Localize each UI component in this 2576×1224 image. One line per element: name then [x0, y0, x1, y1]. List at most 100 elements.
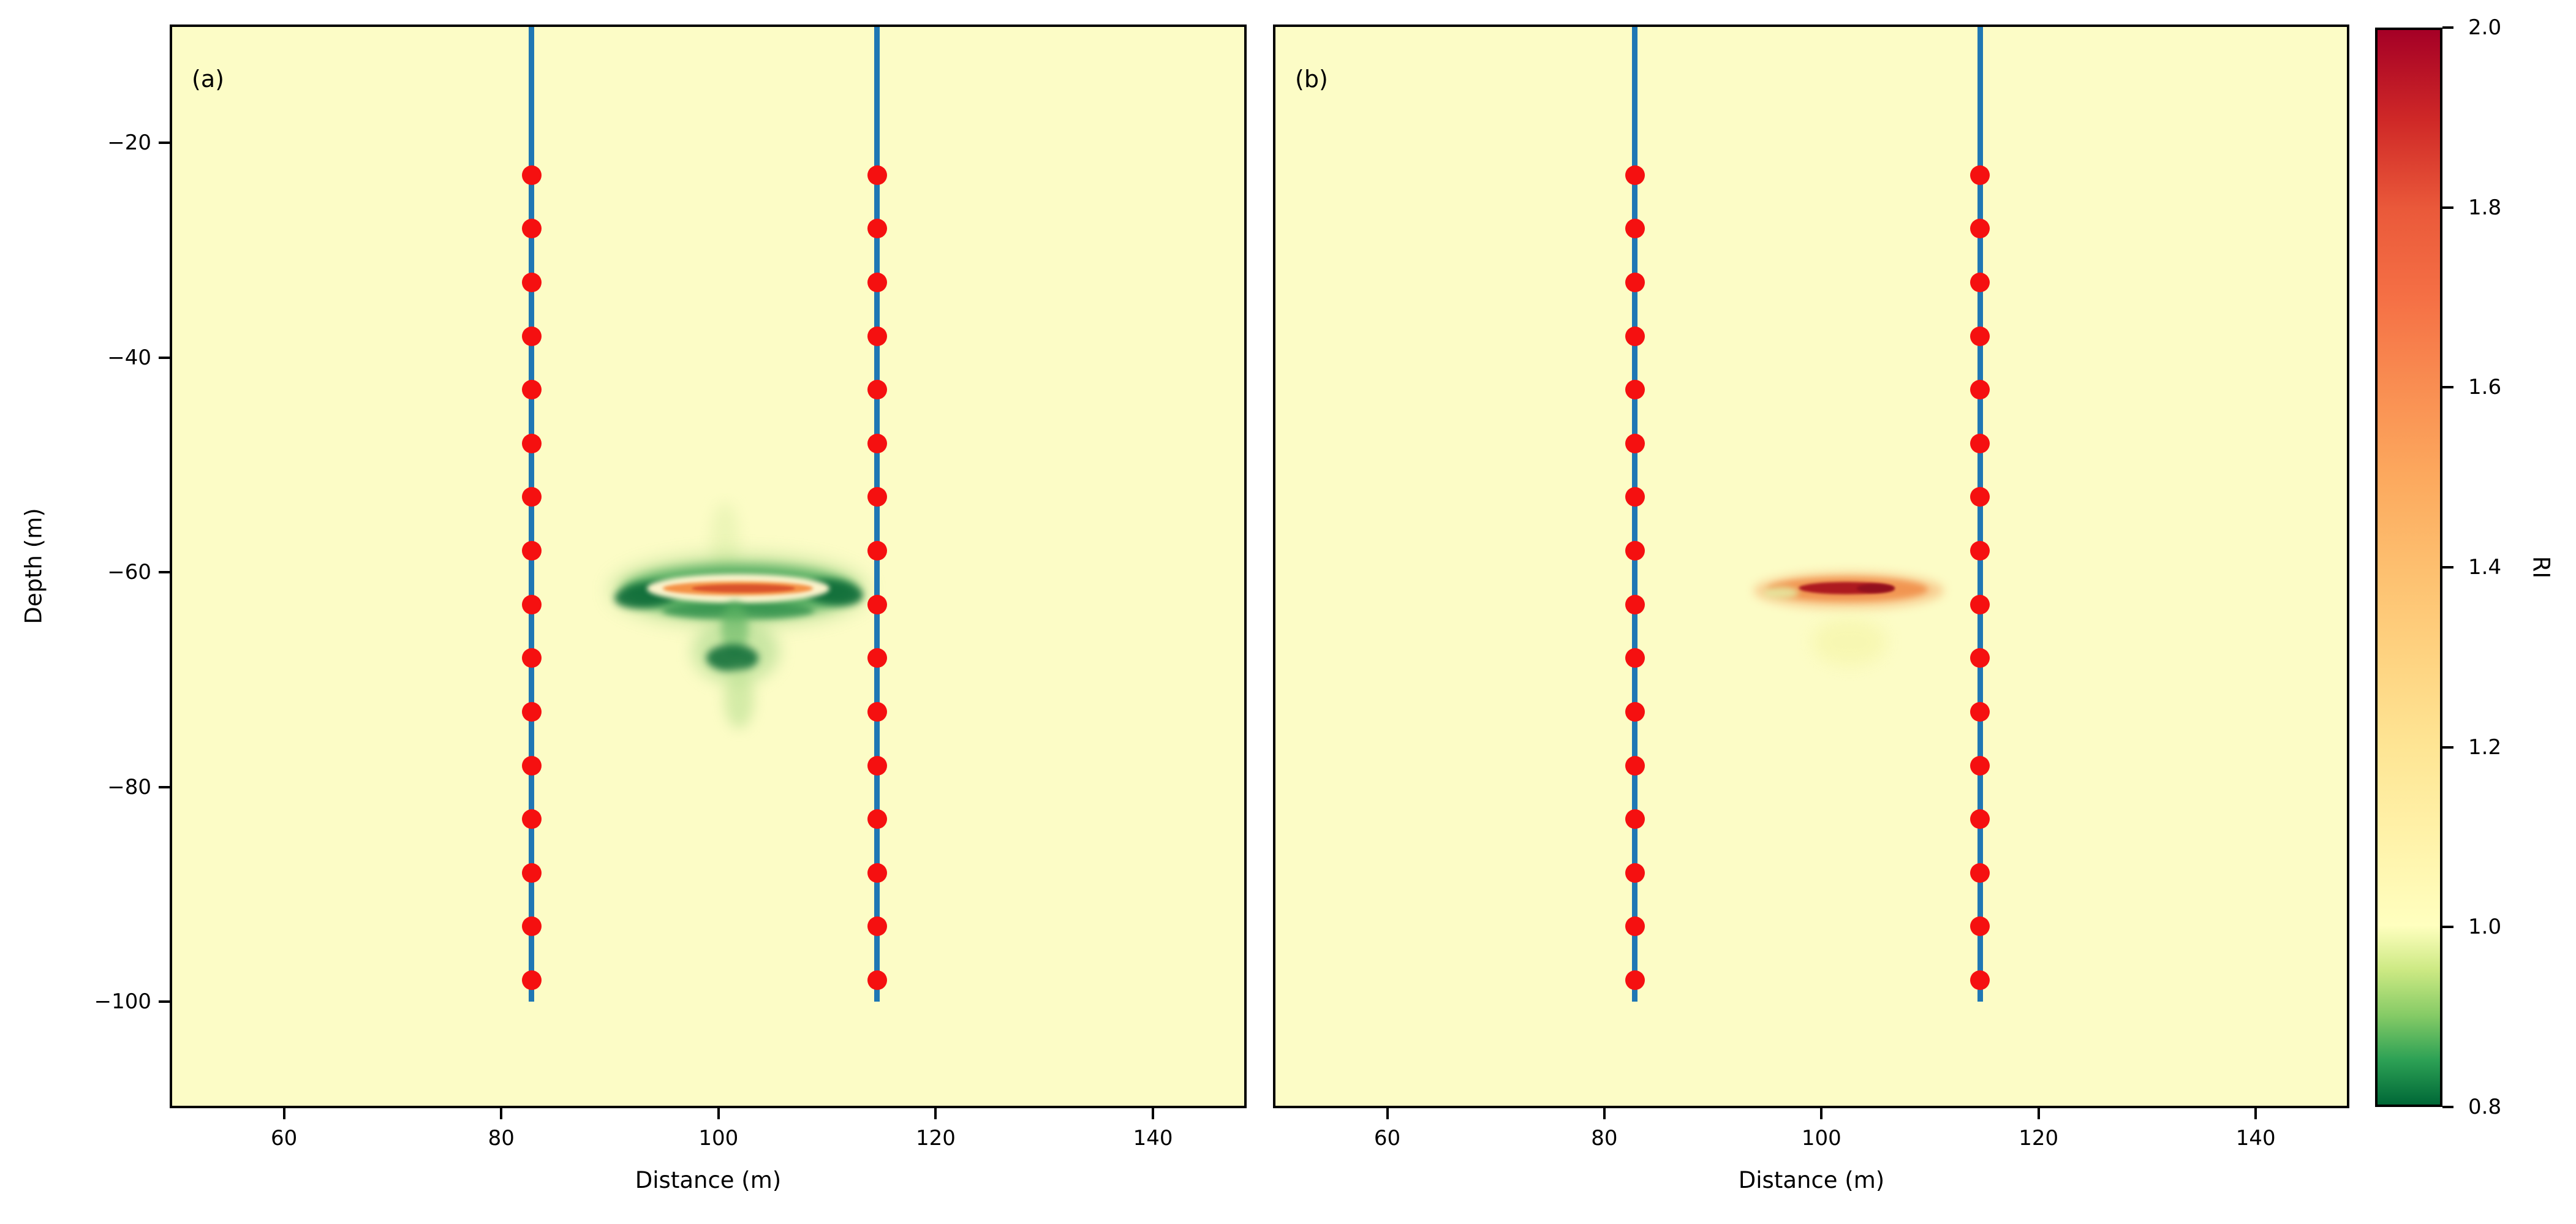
x-tick-label: 120 [916, 1126, 956, 1150]
sensor-dot [1625, 219, 1645, 239]
colorbar-tick-mark [2442, 1106, 2453, 1108]
sensor-dot [1970, 701, 1990, 722]
panel-b-x-axis-title: Distance (m) [1738, 1167, 1885, 1193]
sensor-dot [521, 809, 542, 829]
sensor-dot [521, 970, 542, 990]
sensor-dot [867, 326, 887, 346]
colorbar-tick-mark [2442, 566, 2453, 569]
sensor-dot [521, 863, 542, 883]
borehole-line [1977, 27, 1983, 1002]
panel-b-anomaly-layer [1856, 583, 1895, 594]
panel-b-anomaly-layer [1764, 586, 1799, 599]
sensor-dot [867, 487, 887, 507]
x-tick-mark [717, 1108, 720, 1119]
sensor-dot [1970, 380, 1990, 400]
panel-b-label: (b) [1295, 66, 1328, 93]
sensor-dot [1970, 326, 1990, 346]
x-tick-label: 140 [1133, 1126, 1173, 1150]
x-tick-label: 60 [1373, 1126, 1401, 1150]
sensor-dot [1970, 809, 1990, 829]
x-tick-mark [2254, 1108, 2257, 1119]
sensor-dot [521, 273, 542, 293]
borehole-line [529, 27, 535, 1002]
y-tick-mark [159, 1000, 170, 1003]
sensor-dot [521, 326, 542, 346]
sensor-dot [1625, 970, 1645, 990]
sensor-dot [521, 541, 542, 561]
sensor-dot [521, 701, 542, 722]
sensor-dot [1625, 755, 1645, 776]
sensor-dot [867, 380, 887, 400]
colorbar-tick-label: 1.4 [2468, 555, 2502, 580]
sensor-dot [867, 755, 887, 776]
x-tick-mark [934, 1108, 937, 1119]
colorbar-tick-mark [2442, 206, 2453, 209]
sensor-dot [1970, 648, 1990, 668]
sensor-dot [1970, 970, 1990, 990]
sensor-dot [867, 594, 887, 614]
sensor-dot [867, 648, 887, 668]
sensor-dot [1625, 541, 1645, 561]
sensor-dot [1625, 273, 1645, 293]
sensor-dot [1625, 594, 1645, 614]
sensor-dot [521, 755, 542, 776]
sensor-dot [1970, 594, 1990, 614]
colorbar-tick-mark [2442, 26, 2453, 29]
sensor-dot [521, 219, 542, 239]
panel-a-plot-area [170, 25, 1247, 1108]
x-tick-label: 80 [1591, 1126, 1618, 1150]
x-tick-mark [1603, 1108, 1606, 1119]
sensor-dot [1625, 648, 1645, 668]
sensor-dot [867, 916, 887, 937]
sensor-dot [521, 380, 542, 400]
colorbar-tick-label: 2.0 [2468, 15, 2502, 40]
panel-a-label: (a) [192, 66, 224, 93]
panel-a-anomaly-layer [692, 584, 795, 592]
y-tick-label: −20 [107, 130, 151, 156]
sensor-dot [521, 165, 542, 185]
x-tick-label: 100 [698, 1126, 739, 1150]
sensor-dot [1970, 273, 1990, 293]
panel-a-anomaly-layer [723, 669, 755, 729]
y-tick-label: −60 [107, 560, 151, 585]
y-tick-mark [159, 785, 170, 788]
x-tick-mark [1820, 1108, 1823, 1119]
sensor-dot [521, 433, 542, 453]
sensor-dot [1625, 165, 1645, 185]
sensor-dot [1625, 863, 1645, 883]
sensor-dot [1625, 380, 1645, 400]
panel-b-anomaly-layer [1811, 618, 1888, 667]
colorbar-tick-label: 0.8 [2468, 1095, 2502, 1119]
x-tick-mark [2037, 1108, 2040, 1119]
x-tick-label: 120 [2019, 1126, 2059, 1150]
sensor-dot [1625, 916, 1645, 937]
y-tick-label: −40 [107, 345, 151, 370]
panel-a-x-axis-title: Distance (m) [635, 1167, 782, 1193]
colorbar-tick-mark [2442, 746, 2453, 749]
x-tick-label: 100 [1801, 1126, 1841, 1150]
sensor-dot [1970, 487, 1990, 507]
sensor-dot [867, 809, 887, 829]
colorbar-tick-label: 1.8 [2468, 195, 2502, 220]
sensor-dot [521, 648, 542, 668]
y-tick-mark [159, 571, 170, 574]
x-tick-label: 60 [270, 1126, 298, 1150]
colorbar-tick-label: 1.0 [2468, 915, 2502, 940]
x-tick-mark [1152, 1108, 1155, 1119]
sensor-dot [1625, 433, 1645, 453]
sensor-dot [1970, 541, 1990, 561]
sensor-dot [521, 487, 542, 507]
x-tick-label: 140 [2235, 1126, 2276, 1150]
sensor-dot [1970, 916, 1990, 937]
borehole-line [874, 27, 880, 1002]
sensor-dot [867, 219, 887, 239]
sensor-dot [867, 970, 887, 990]
y-axis-title: Depth (m) [20, 508, 47, 624]
y-tick-mark [159, 142, 170, 145]
colorbar-tick-mark [2442, 926, 2453, 929]
sensor-dot [867, 273, 887, 293]
sensor-dot [521, 916, 542, 937]
colorbar-tick-mark [2442, 386, 2453, 389]
sensor-dot [867, 433, 887, 453]
